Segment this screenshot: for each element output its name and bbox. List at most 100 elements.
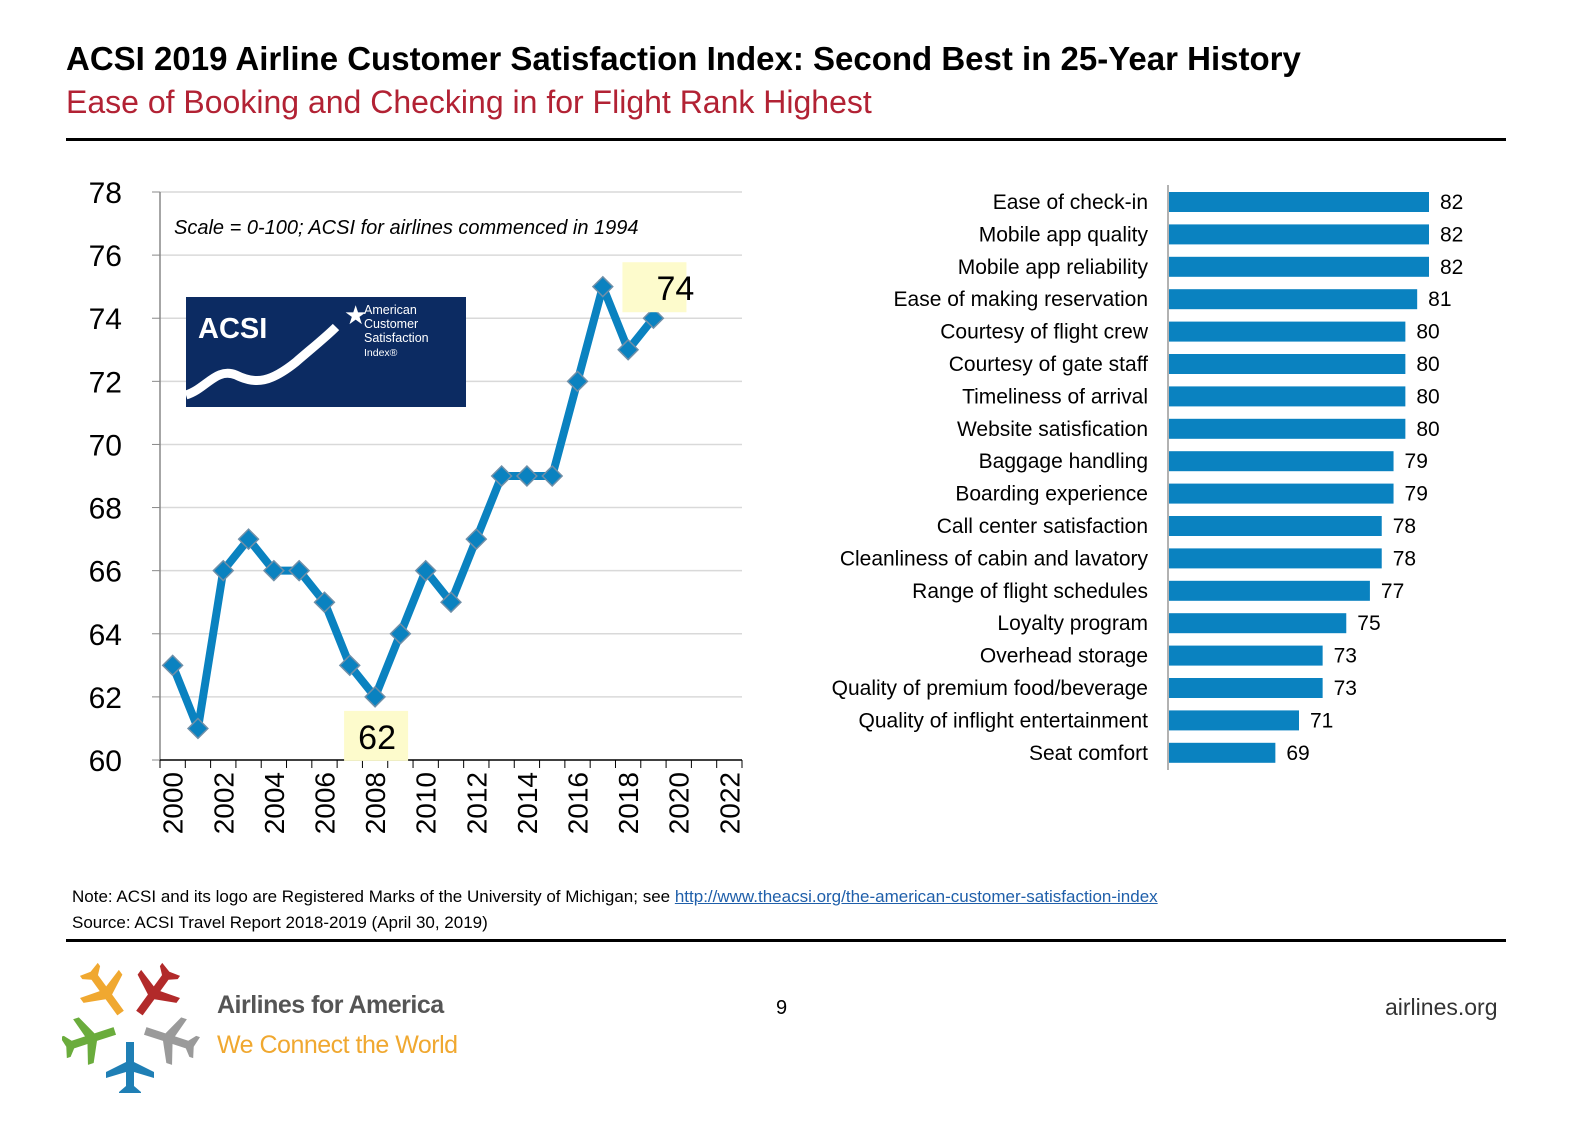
bar [1169,548,1382,569]
acsi-logo-line: Index® [364,347,398,359]
charts: 60 62 64 66 68 70 72 74 76 78 2000 2002 2004 2006 2008… [89,177,1464,834]
x-tick-label: 2014 [512,772,543,834]
bar-category-label: Overhead storage [980,645,1148,668]
callout-label: 62 [358,719,396,757]
acsi-logo-line: Satisfaction [364,331,429,345]
data-point [440,591,462,614]
page-number: 9 [776,997,788,1019]
bar [1169,483,1394,504]
bar [1169,192,1429,212]
bar [1169,580,1370,601]
bar-category-label: Boarding experience [955,483,1148,506]
a4a-tagline: We Connect the World [217,1031,458,1059]
bar-value-label: 77 [1381,580,1404,603]
bar [1169,418,1406,439]
acsi-swoosh-icon [184,323,340,400]
data-point [389,622,412,645]
bar [1169,710,1299,731]
bar-category-label: Website satisfication [957,418,1148,441]
callout-box [622,262,687,313]
data-point [465,528,488,551]
x-tick-label: 2006 [309,772,340,834]
plane-icon [143,1017,200,1065]
callout-label: 74 [657,270,695,308]
bar [1169,224,1429,245]
y-tick-label: 60 [89,745,122,778]
x-tick-label: 2016 [563,772,594,834]
data-point [490,465,513,487]
bar-value-label: 81 [1428,288,1451,311]
acsi-logo: ACSI ★ American Customer Satisfaction In… [184,297,466,407]
acsi-logo-text: ACSI [198,313,267,345]
acsi-logo-bg [186,297,466,407]
a4a-planes-logo-icon [62,962,200,1093]
star-icon: ★ [344,300,367,330]
data-point [566,370,589,393]
y-tick-label: 76 [89,240,122,273]
bar-value-label: 82 [1440,223,1463,246]
acsi-link[interactable]: http://www.theacsi.org/the-american-cust… [674,887,1158,906]
bar [1169,516,1382,536]
plane-icon [136,962,181,1016]
bar-category-label: Timeliness of arrival [962,385,1148,408]
top-divider [66,138,1506,141]
bar-category-label: Mobile app reliability [958,256,1149,279]
acsi-logo-line: American [364,303,417,317]
bar-category-label: Call center satisfaction [937,515,1148,538]
bar-category-label: Quality of inflight entertainment [859,709,1149,732]
y-tick-label: 72 [89,366,122,399]
bar-value-label: 80 [1416,418,1439,441]
data-point [541,465,564,487]
bar-value-label: 82 [1440,256,1463,279]
data-point [313,591,336,614]
bar [1169,256,1429,277]
x-tick-label: 2008 [360,772,391,834]
bar-category-label: Courtesy of flight crew [940,321,1149,344]
y-tick-label: 74 [89,303,122,336]
bar-value-label: 80 [1416,385,1439,408]
line-chart: 60 62 64 66 68 70 72 74 76 78 2000 2002 2004 2006 2008… [89,177,746,834]
bar-value-label: 80 [1416,353,1439,376]
plane-icon [79,962,124,1016]
acsi-logo-line: Customer [364,317,418,331]
data-point [591,275,614,298]
callout-box [344,710,409,761]
y-tick-label: 62 [89,682,122,715]
data-point [186,717,209,740]
bar [1169,678,1323,698]
bar-value-label: 73 [1334,677,1357,700]
y-tick-label: 78 [89,177,122,210]
site-url: airlines.org [1385,994,1498,1020]
plane-icon [106,1042,154,1093]
data-point [237,528,260,551]
y-tick-label: 66 [89,556,122,589]
bar-value-label: 79 [1405,450,1428,473]
y-tick-label: 70 [89,429,122,462]
bar-value-label: 80 [1416,321,1439,344]
data-point [338,654,361,677]
x-tick-label: 2022 [714,772,745,834]
bar [1169,742,1276,763]
x-tick-label: 2002 [208,772,239,834]
bar-value-label: 78 [1393,547,1416,570]
note: Note: ACSI and its logo are Registered M… [72,887,1158,907]
data-point [364,685,387,708]
bar-category-label: Range of flight schedules [912,580,1148,603]
bar-value-label: 69 [1286,742,1309,765]
bar-category-label: Loyalty program [997,612,1148,635]
x-tick-label: 2010 [411,772,442,834]
bar [1169,386,1406,407]
data-point [161,654,184,677]
bar [1169,645,1323,666]
chart-annotation: Scale = 0-100; ACSI for airlines commenc… [174,217,639,239]
bar-category-label: Baggage handling [979,450,1148,473]
bar-category-label: Ease of making reservation [894,288,1148,311]
bar [1169,354,1406,374]
bar [1169,451,1394,472]
x-tick-label: 2018 [613,772,644,834]
slide-title: ACSI 2019 Airline Customer Satisfaction … [66,40,1301,77]
x-tick-label: 2004 [259,772,290,834]
data-point [212,559,235,582]
a4a-name: Airlines for America [217,991,444,1019]
